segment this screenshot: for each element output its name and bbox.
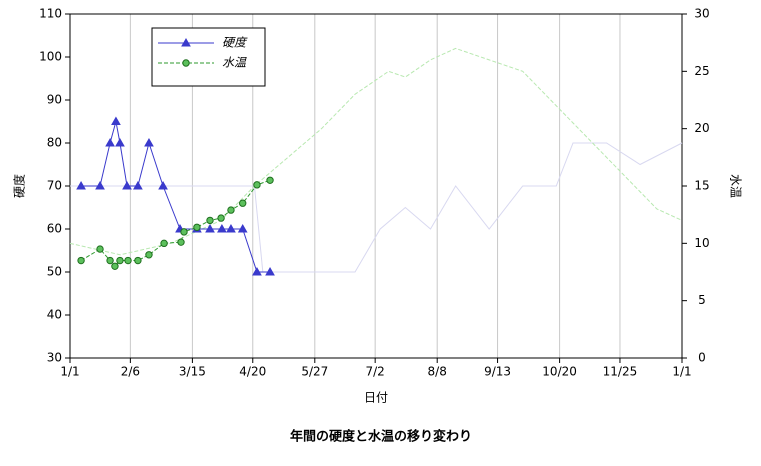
y2-tick-label: 0 [698, 351, 706, 365]
circle-marker [106, 256, 114, 265]
circle-marker [180, 228, 188, 236]
x-tick-label: 11/25 [603, 365, 638, 379]
x-tick-label: 8/8 [428, 365, 447, 379]
triangle-marker [144, 137, 154, 147]
y-axis-label: 硬度 [12, 174, 27, 198]
circle-marker [266, 176, 274, 184]
x-axis-label: 日付 [364, 391, 388, 405]
circle-marker [239, 199, 247, 207]
y-tick-label: 30 [47, 351, 62, 365]
x-tick-label: 1/1 [60, 365, 79, 379]
y-tick-label: 100 [39, 50, 62, 64]
series-line [80, 179, 271, 268]
y2-axis-label: 水温 [729, 174, 743, 198]
circle-marker [206, 216, 214, 225]
legend-label: 硬度 [222, 36, 248, 50]
circle-marker [77, 256, 85, 265]
y-tick-label: 70 [47, 179, 62, 193]
triangle-marker [181, 37, 191, 47]
triangle-marker [95, 180, 105, 190]
circle-marker [116, 256, 124, 265]
circle-marker [193, 223, 201, 231]
triangle-marker [115, 137, 125, 147]
x-tick-label: 7/2 [366, 365, 385, 379]
circle-marker [145, 251, 153, 259]
x-tick-label: 9/13 [484, 365, 511, 379]
triangle-marker [76, 180, 86, 190]
circle-marker [160, 239, 168, 248]
circle-marker [134, 256, 142, 265]
y2-tick-label: 30 [694, 7, 709, 21]
x-tick-label: 1/1 [672, 365, 691, 379]
triangle-marker [111, 116, 121, 125]
y-tick-label: 80 [47, 136, 62, 150]
circle-marker [253, 181, 261, 189]
x-tick-label: 10/20 [542, 365, 577, 379]
circle-marker [227, 206, 235, 214]
y-tick-label: 50 [47, 265, 62, 279]
triangle-marker [158, 180, 168, 190]
triangle-marker [226, 223, 236, 233]
circle-marker [96, 245, 104, 253]
y2-tick-label: 5 [698, 293, 706, 307]
chart-title: 年間の硬度と水温の移り変わり [290, 429, 472, 445]
triangle-marker [265, 266, 275, 276]
triangle-marker [252, 266, 262, 276]
y-tick-label: 110 [39, 7, 62, 21]
y-tick-label: 60 [47, 222, 62, 236]
x-tick-label: 2/6 [121, 365, 140, 379]
circle-marker [177, 238, 185, 246]
triangle-marker [217, 223, 227, 233]
y-tick-label: 90 [47, 93, 62, 107]
triangle-marker [105, 137, 115, 147]
series-line [70, 142, 683, 273]
triangle-marker [133, 180, 143, 190]
circle-marker [182, 59, 190, 67]
x-tick-label: 4/20 [239, 365, 266, 379]
y-tick-label: 40 [47, 308, 62, 322]
legend-box [151, 27, 266, 87]
circle-marker [111, 262, 119, 270]
circle-marker [124, 256, 132, 265]
y2-tick-label: 20 [694, 121, 709, 135]
y2-tick-label: 25 [694, 64, 709, 78]
x-tick-label: 5/27 [301, 365, 328, 379]
circle-marker [217, 214, 225, 222]
triangle-marker [205, 223, 215, 233]
triangle-marker [122, 180, 132, 190]
y2-tick-label: 10 [694, 236, 709, 250]
x-tick-label: 3/15 [179, 365, 206, 379]
legend-label: 水温 [222, 56, 247, 70]
triangle-marker [237, 223, 248, 233]
y2-tick-label: 15 [694, 179, 709, 193]
